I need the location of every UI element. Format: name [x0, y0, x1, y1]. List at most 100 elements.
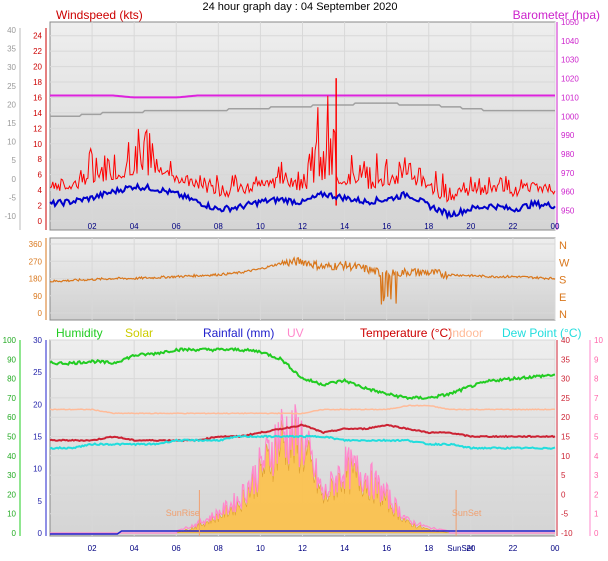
temperature-line	[49, 423, 556, 443]
wind-x-tick-label: 18	[424, 222, 433, 231]
weather-x-tick-label: 18	[424, 544, 433, 553]
legend-indoor: Indoor	[449, 326, 483, 340]
weather-x-tick-label: 10	[256, 544, 265, 553]
wind-tick-label: 18	[33, 78, 42, 87]
wind-tick-label: 10	[33, 140, 42, 149]
temperature-tick-label: 20	[561, 413, 570, 422]
barometer-tick-label: 1020	[561, 75, 579, 84]
legend-solar: Solar	[125, 326, 153, 340]
compass-label: W	[559, 257, 570, 269]
direction-tick-label: 360	[29, 240, 43, 249]
wind-outer-tick-label: 40	[7, 26, 16, 35]
temperature-tick-label: 40	[561, 336, 570, 345]
uv-tick-label: 7	[594, 394, 599, 403]
humidity-tick-label: 50	[7, 433, 16, 442]
weather-x-tick-label: 08	[214, 544, 223, 553]
barometer-tick-label: 960	[561, 188, 575, 197]
sunset-axis-label: SunSet	[447, 544, 474, 553]
graph-title: 24 hour graph day : 04 September 2020	[202, 1, 397, 13]
uv-tick-label: 2	[594, 490, 599, 499]
wind-outer-tick-label: -5	[9, 193, 17, 202]
barometer-tick-label: 950	[561, 207, 575, 216]
humidity-tick-label: 0	[12, 529, 17, 538]
barometer-line	[50, 94, 555, 99]
wind-outer-tick-label: 5	[12, 156, 17, 165]
wind-tick-label: 6	[38, 171, 43, 180]
barometer-tick-label: 1010	[561, 93, 579, 102]
wind-x-tick-label: 02	[88, 222, 97, 231]
wind-tick-label: 24	[33, 32, 42, 41]
temperature-tick-label: -5	[561, 510, 569, 519]
windspeed-line	[49, 95, 556, 203]
direction-tick-label: 270	[29, 257, 43, 266]
weather-x-tick-label: 14	[340, 544, 349, 553]
wind-outer-tick-label: -10	[4, 212, 16, 221]
wind-tick-label: 8	[38, 155, 43, 164]
direction-tick-label: 0	[38, 309, 43, 318]
weather-x-tick-label: 06	[172, 544, 181, 553]
wind-tick-label: 16	[33, 93, 42, 102]
weather-x-tick-label: 16	[382, 544, 391, 553]
weather-x-tick-label: 20	[466, 544, 475, 553]
rainfall-tick-label: 30	[33, 336, 42, 345]
windspeed-axis-label: Windspeed (kts)	[56, 8, 143, 22]
barometer-tick-label: 980	[561, 150, 575, 159]
uv-tick-label: 9	[594, 355, 599, 364]
humidity-tick-label: 70	[7, 394, 16, 403]
uv-tick-label: 3	[594, 471, 599, 480]
humidity-line	[49, 346, 556, 401]
sunrise-label: SunRise	[166, 508, 200, 518]
temperature-tick-label: -10	[561, 529, 573, 538]
humidity-tick-label: 80	[7, 375, 16, 384]
uv-tick-label: 5	[594, 433, 599, 442]
wind-outer-tick-label: 30	[7, 63, 16, 72]
uv-tick-label: 0	[594, 529, 599, 538]
rainfall-line	[50, 530, 555, 535]
rainfall-tick-label: 5	[38, 497, 43, 506]
barometer-tick-label: 970	[561, 169, 575, 178]
indoor-line	[49, 404, 555, 415]
wind-outer-tick-label: 15	[7, 119, 16, 128]
legend-humidity: Humidity	[56, 326, 103, 340]
legend-temperature: Temperature (°C)	[360, 326, 452, 340]
wind-x-tick-label: 16	[382, 222, 391, 231]
humidity-tick-label: 40	[7, 452, 16, 461]
compass-label: S	[559, 275, 566, 287]
humidity-tick-label: 20	[7, 490, 16, 499]
uv-tick-label: 8	[594, 375, 599, 384]
barometer-secondary-line	[50, 102, 555, 118]
rainfall-tick-label: 25	[33, 368, 42, 377]
rainfall-tick-label: 15	[33, 433, 42, 442]
temperature-tick-label: 30	[561, 375, 570, 384]
wind-x-tick-label: 20	[466, 222, 475, 231]
wind-outer-tick-label: 25	[7, 82, 16, 91]
weather-x-tick-label: 12	[298, 544, 307, 553]
direction-tick-label: 180	[29, 275, 43, 284]
wind-direction-line	[49, 256, 556, 305]
wind-x-tick-label: 06	[172, 222, 181, 231]
compass-label: E	[559, 292, 566, 304]
wind-tick-label: 20	[33, 63, 42, 72]
rainfall-tick-label: 20	[33, 400, 42, 409]
uv-tick-label: 6	[594, 413, 599, 422]
wind-x-tick-label: 10	[256, 222, 265, 231]
humidity-tick-label: 60	[7, 413, 16, 422]
wind-outer-tick-label: 35	[7, 45, 16, 54]
temperature-tick-label: 0	[561, 490, 566, 499]
humidity-tick-label: 10	[7, 510, 16, 519]
temperature-tick-label: 15	[561, 433, 570, 442]
rainfall-tick-label: 0	[38, 529, 43, 538]
wind-outer-tick-label: 10	[7, 138, 16, 147]
barometer-tick-label: 990	[561, 131, 575, 140]
weather-x-tick-label: 02	[88, 544, 97, 553]
wind-x-tick-label: 12	[298, 222, 307, 231]
barometer-axis-label: Barometer (hpa)	[513, 8, 600, 22]
wind-average-line	[49, 181, 556, 220]
barometer-tick-label: 1040	[561, 37, 579, 46]
weather-x-tick-label: 22	[508, 544, 517, 553]
legend-dewpoint: Dew Point (°C)	[502, 326, 581, 340]
wind-tick-label: 12	[33, 124, 42, 133]
legend-uv: UV	[287, 326, 304, 340]
